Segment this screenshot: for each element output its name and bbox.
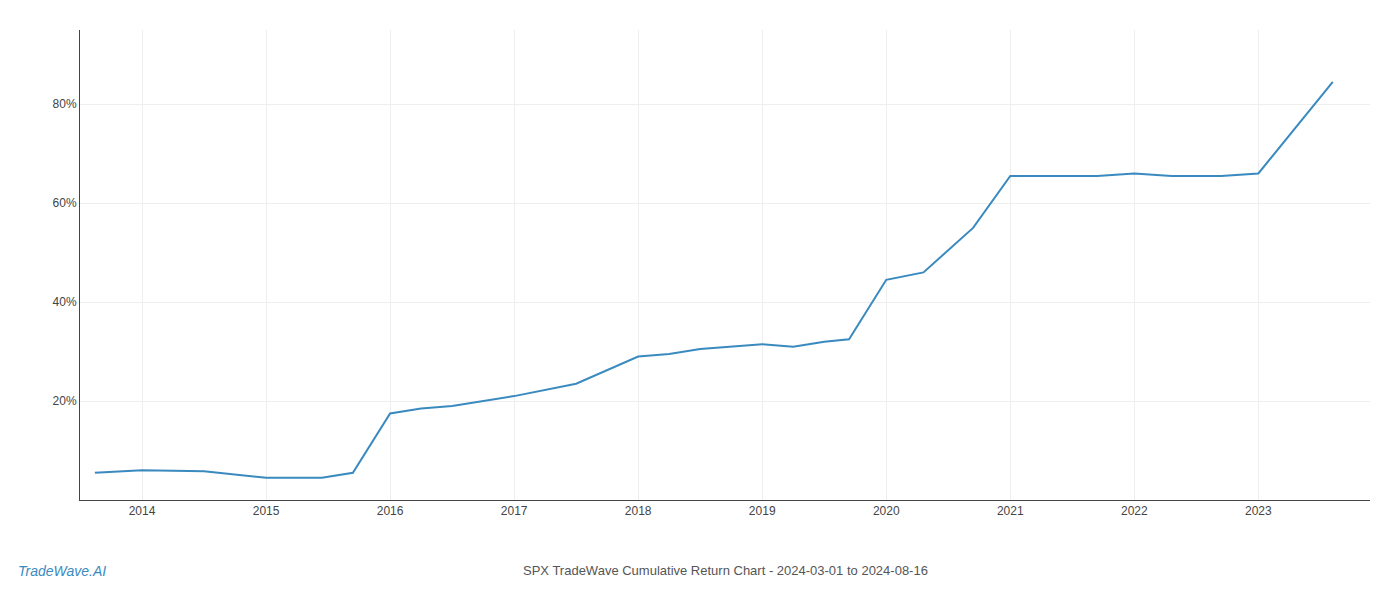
- svg-text:2020: 2020: [873, 504, 900, 518]
- svg-text:40%: 40%: [53, 295, 77, 309]
- svg-text:2017: 2017: [501, 504, 528, 518]
- svg-text:80%: 80%: [53, 97, 77, 111]
- svg-text:2021: 2021: [997, 504, 1024, 518]
- svg-text:2014: 2014: [129, 504, 156, 518]
- svg-text:2023: 2023: [1245, 504, 1272, 518]
- svg-text:2022: 2022: [1121, 504, 1148, 518]
- svg-text:2019: 2019: [749, 504, 776, 518]
- svg-text:SPX TradeWave Cumulative Retur: SPX TradeWave Cumulative Return Chart - …: [523, 563, 928, 578]
- svg-text:20%: 20%: [53, 394, 77, 408]
- svg-text:TradeWave.AI: TradeWave.AI: [18, 563, 106, 579]
- svg-text:2018: 2018: [625, 504, 652, 518]
- svg-text:60%: 60%: [53, 196, 77, 210]
- svg-text:2015: 2015: [253, 504, 280, 518]
- svg-text:2016: 2016: [377, 504, 404, 518]
